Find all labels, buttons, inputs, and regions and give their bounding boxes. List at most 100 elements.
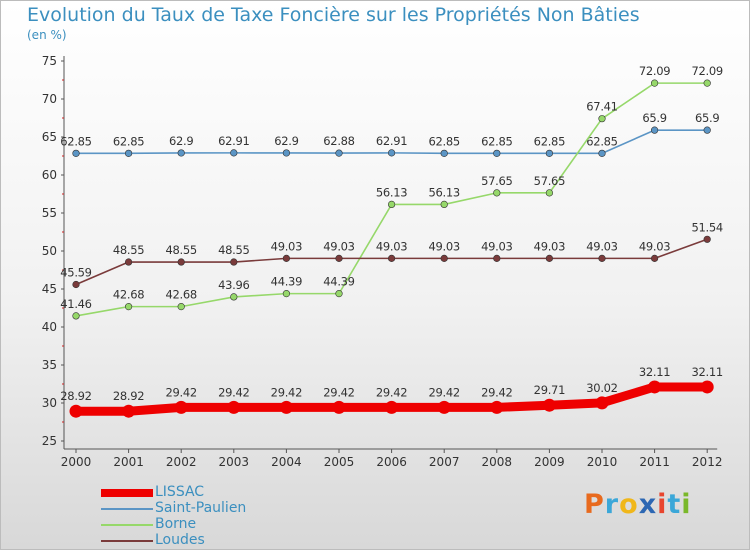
data-label-saint-paulien: 65.9: [695, 111, 719, 125]
data-label-loudes: 48.55: [165, 243, 196, 257]
x-tick-label: 2007: [429, 455, 460, 469]
data-label-lissac: 28.92: [60, 389, 91, 403]
y-tick-label: 35: [42, 358, 57, 372]
data-point-saint-paulien: [124, 149, 133, 157]
data-label-borne: 72.09: [639, 64, 670, 78]
proxiti-logo: Proxiti: [584, 489, 692, 520]
logo-letter: x: [638, 489, 658, 520]
data-label-saint-paulien: 65.9: [642, 111, 666, 125]
data-point-lissac: [174, 400, 188, 414]
x-tick-label: 2006: [376, 455, 407, 469]
data-point-loudes: [545, 254, 554, 262]
data-label-loudes: 45.59: [60, 266, 91, 280]
y-tick-label: 65: [42, 130, 57, 144]
y-tick-label: 75: [42, 54, 57, 68]
data-point-loudes: [493, 254, 501, 262]
data-label-borne: 56.13: [428, 185, 459, 199]
x-tick-label: 2001: [113, 455, 144, 469]
data-point-borne: [388, 200, 396, 209]
data-label-borne: 44.39: [323, 275, 354, 289]
data-label-saint-paulien: 62.91: [218, 134, 249, 148]
data-point-saint-paulien: [388, 149, 396, 157]
legend-swatch-loudes: [101, 540, 153, 542]
data-label-saint-paulien: 62.88: [323, 134, 354, 148]
data-label-loudes: 49.03: [323, 239, 354, 253]
logo-letter: t: [667, 489, 682, 520]
data-point-lissac: [122, 404, 136, 418]
legend-swatch-saint-paulien: [101, 508, 153, 510]
data-point-saint-paulien: [282, 149, 291, 157]
y-tick-label: 30: [42, 396, 57, 410]
data-label-saint-paulien: 62.85: [534, 134, 565, 148]
data-label-loudes: 49.03: [534, 239, 565, 253]
logo-letter: i: [657, 489, 668, 520]
data-point-borne: [650, 79, 659, 87]
data-label-borne: 72.09: [691, 64, 722, 78]
data-point-borne: [703, 79, 711, 87]
x-tick-label: 2009: [534, 455, 565, 469]
data-point-loudes: [282, 254, 291, 262]
data-label-saint-paulien: 62.91: [376, 134, 407, 148]
data-point-lissac: [227, 400, 241, 414]
data-label-saint-paulien: 62.85: [428, 134, 459, 148]
data-point-lissac: [700, 380, 714, 394]
data-point-borne: [440, 200, 448, 209]
data-label-borne: 43.96: [218, 278, 249, 292]
data-point-lissac: [648, 380, 662, 394]
data-point-lissac: [385, 400, 399, 414]
data-label-lissac: 32.11: [639, 365, 670, 379]
data-label-borne: 41.46: [60, 297, 91, 311]
data-point-borne: [124, 303, 133, 311]
logo-letter: r: [604, 489, 620, 520]
data-label-saint-paulien: 62.85: [60, 134, 91, 148]
y-tick-label: 70: [42, 92, 57, 106]
data-label-borne: 57.65: [534, 174, 565, 188]
data-label-saint-paulien: 62.85: [586, 134, 617, 148]
data-point-borne: [72, 312, 80, 320]
data-label-lissac: 29.42: [323, 385, 354, 399]
y-tick-label: 55: [42, 206, 57, 220]
data-point-lissac: [437, 400, 451, 414]
data-point-saint-paulien: [493, 149, 501, 157]
data-point-saint-paulien: [72, 149, 80, 157]
data-point-saint-paulien: [650, 126, 659, 134]
legend-swatch-lissac: [101, 489, 153, 497]
data-point-lissac: [332, 400, 346, 414]
data-label-borne: 42.68: [165, 288, 196, 302]
x-tick-label: 2000: [61, 455, 92, 469]
data-point-loudes: [177, 258, 185, 266]
data-label-saint-paulien: 62.9: [169, 134, 193, 148]
data-label-lissac: 32.11: [691, 365, 722, 379]
data-label-saint-paulien: 62.85: [113, 134, 144, 148]
legend-swatch-borne: [101, 524, 153, 526]
data-point-borne: [282, 290, 291, 298]
data-point-lissac: [490, 400, 504, 414]
x-tick-label: 2004: [271, 455, 302, 469]
y-tick-label: 25: [42, 434, 57, 448]
logo-letter: i: [681, 489, 692, 520]
data-label-loudes: 48.55: [218, 243, 249, 257]
data-label-lissac: 29.42: [481, 385, 512, 399]
data-point-saint-paulien: [230, 149, 238, 157]
data-point-saint-paulien: [598, 149, 606, 157]
data-point-lissac: [69, 404, 83, 418]
data-point-saint-paulien: [177, 149, 185, 157]
data-point-loudes: [650, 254, 659, 262]
data-point-borne: [493, 189, 501, 197]
data-label-loudes: 49.03: [271, 239, 302, 253]
data-label-saint-paulien: 62.9: [274, 134, 298, 148]
y-tick-label: 40: [42, 320, 57, 334]
data-point-loudes: [440, 254, 448, 262]
legend-label-saint-paulien: Saint-Paulien: [155, 500, 247, 516]
data-label-loudes: 49.03: [481, 239, 512, 253]
data-label-borne: 44.39: [271, 275, 302, 289]
legend-label-borne: Borne: [155, 516, 197, 532]
data-point-loudes: [124, 258, 133, 266]
data-point-loudes: [230, 258, 238, 266]
data-point-saint-paulien: [703, 126, 711, 134]
data-label-lissac: 30.02: [586, 381, 617, 395]
data-label-borne: 56.13: [376, 185, 407, 199]
y-tick-label: 45: [42, 282, 57, 296]
data-point-loudes: [72, 280, 80, 289]
